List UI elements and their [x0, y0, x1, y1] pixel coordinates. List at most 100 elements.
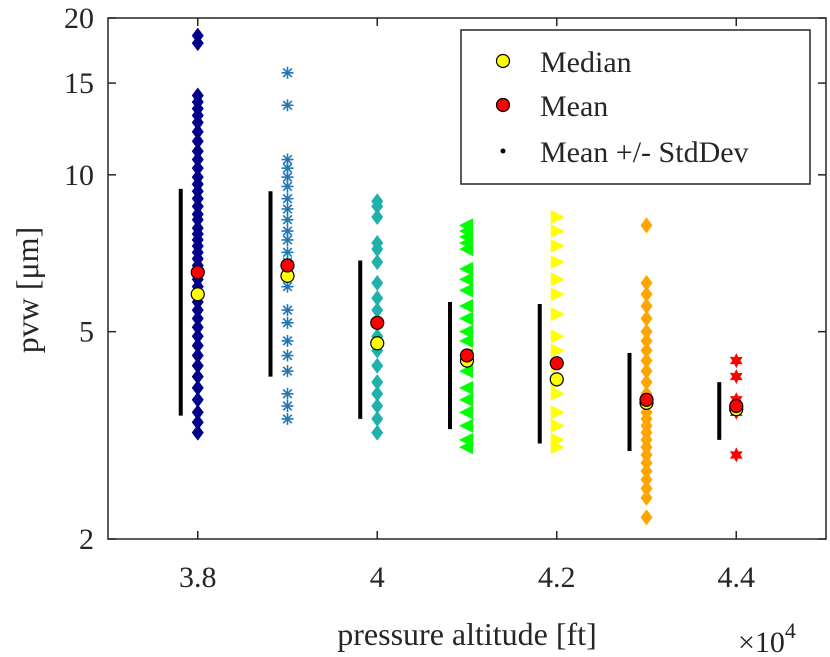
data-point — [191, 114, 204, 131]
data-point — [550, 386, 565, 401]
data-point — [281, 202, 294, 215]
data-point — [550, 405, 565, 420]
data-point — [729, 353, 743, 369]
data-point — [550, 239, 565, 254]
data-point — [191, 133, 204, 150]
data-point — [191, 347, 204, 364]
data-point — [281, 304, 294, 317]
asterisk-stroke — [282, 317, 293, 328]
asterisk-stroke — [282, 414, 293, 424]
data-point — [550, 329, 565, 344]
asterisk-stroke — [282, 281, 293, 292]
mean-marker — [280, 258, 295, 273]
data-point — [550, 255, 565, 270]
asterisk-stroke — [282, 214, 293, 225]
data-point — [191, 211, 204, 228]
asterisk-stroke — [282, 350, 293, 361]
data-point — [640, 489, 653, 506]
data-point — [459, 299, 473, 314]
data-point — [191, 160, 204, 177]
y-tick-label: 15 — [64, 67, 94, 100]
asterisk-stroke — [282, 193, 293, 204]
data-point — [640, 298, 653, 315]
series-group-4 — [537, 209, 565, 455]
legend: Median Mean Mean +/- StdDev — [460, 29, 811, 185]
asterisk-stroke — [282, 67, 293, 78]
y-tick-label: 5 — [79, 316, 94, 349]
asterisk-stroke — [282, 305, 293, 315]
data-point — [371, 357, 384, 374]
data-point — [459, 380, 473, 395]
data-point — [640, 463, 653, 480]
data-point — [459, 283, 473, 298]
data-point — [281, 365, 294, 378]
data-point — [550, 209, 565, 224]
data-point — [729, 369, 743, 385]
data-point — [640, 352, 653, 369]
data-point — [729, 447, 743, 463]
y-tick-label: 10 — [64, 159, 94, 192]
data-point — [550, 418, 565, 433]
series-group-6 — [717, 353, 744, 463]
data-point — [281, 233, 294, 246]
mean-marker — [459, 348, 475, 363]
data-point — [640, 323, 653, 340]
legend-marker-median — [495, 53, 511, 69]
legend-box — [460, 29, 811, 185]
data-point — [371, 410, 384, 427]
series-group-2 — [358, 193, 385, 441]
asterisk-stroke — [282, 247, 293, 258]
data-point — [281, 412, 294, 425]
asterisk-stroke — [282, 401, 293, 411]
asterisk-stroke — [282, 235, 293, 245]
x-tick-label: 4.4 — [718, 561, 756, 594]
data-point — [640, 286, 653, 303]
x-tick-label: 4.2 — [538, 561, 576, 594]
asterisk-stroke — [282, 226, 293, 236]
data-point — [371, 275, 384, 292]
data-point — [281, 316, 294, 329]
data-point — [459, 324, 473, 339]
data-point — [371, 385, 384, 402]
y-tick-label: 20 — [64, 2, 94, 35]
data-point — [191, 414, 204, 431]
data-point — [191, 302, 204, 319]
data-point — [281, 387, 294, 400]
asterisk-stroke — [282, 163, 293, 174]
x-axis-multiplier-exponent: 4 — [785, 618, 796, 643]
asterisk-stroke — [282, 366, 293, 376]
asterisk-stroke — [282, 154, 293, 165]
legend-marker-stddev — [500, 148, 506, 154]
data-point — [191, 123, 204, 140]
data-point — [640, 471, 653, 488]
data-point — [550, 440, 565, 455]
data-point — [640, 332, 653, 349]
data-point — [371, 241, 384, 258]
asterisk-stroke — [282, 204, 293, 214]
data-point — [281, 192, 294, 205]
mean-marker — [549, 356, 564, 371]
series-group-3 — [448, 218, 475, 455]
series-group-5 — [627, 217, 654, 526]
data-point — [371, 198, 384, 215]
data-point — [191, 391, 204, 408]
mean-marker — [639, 392, 654, 407]
data-point — [459, 311, 473, 326]
data-point — [371, 208, 384, 225]
asterisk-stroke — [282, 336, 293, 346]
median-marker — [370, 336, 385, 351]
data-point — [459, 261, 473, 276]
data-point — [281, 66, 294, 79]
data-point — [191, 357, 204, 374]
series-group-0 — [178, 27, 205, 441]
data-point — [191, 310, 204, 327]
data-point — [191, 424, 204, 441]
plot-frame — [107, 17, 827, 540]
data-point — [281, 400, 294, 413]
median-marker — [549, 372, 564, 387]
data-point — [371, 302, 384, 319]
data-point — [550, 307, 565, 322]
median-marker — [190, 287, 205, 302]
data-point — [640, 217, 653, 234]
